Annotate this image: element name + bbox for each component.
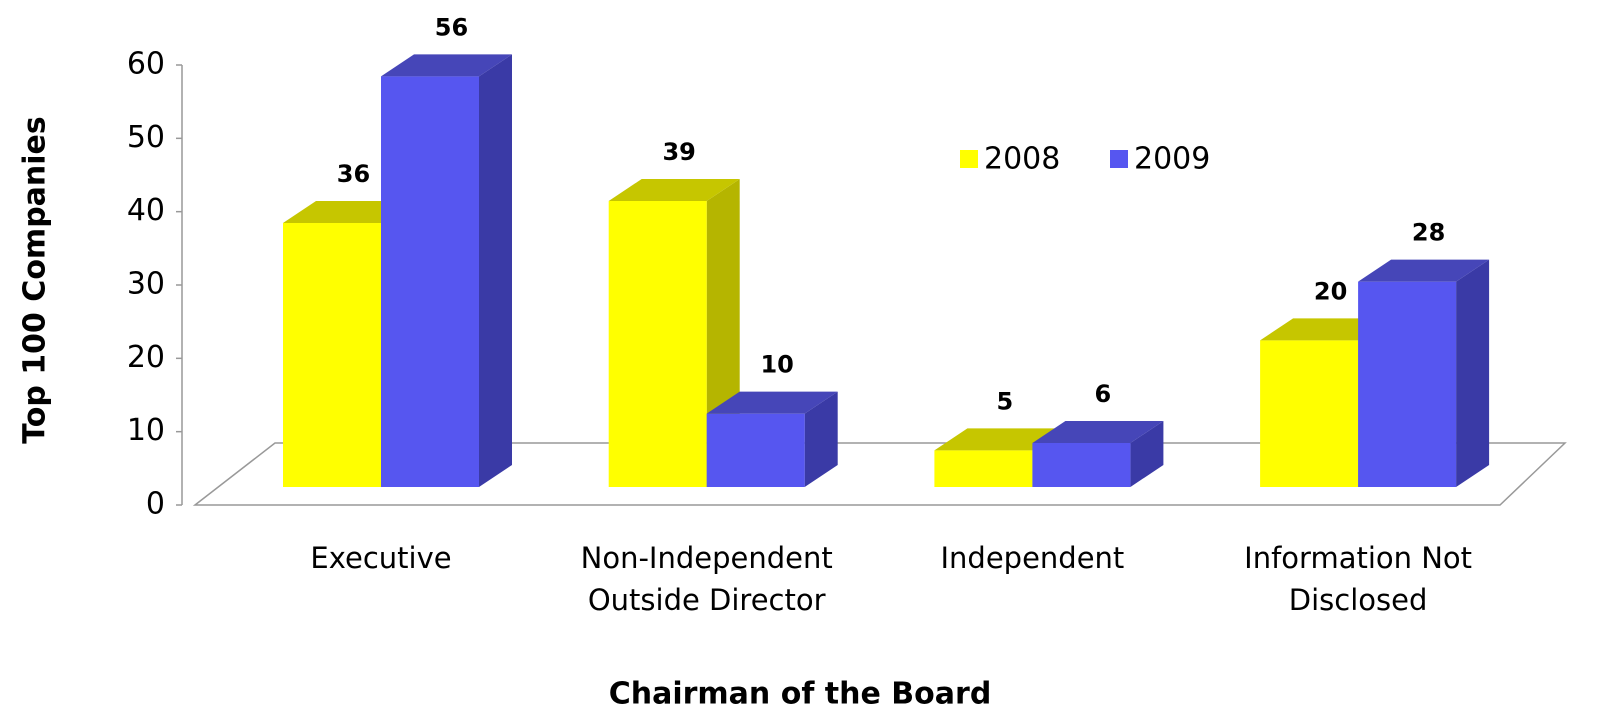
value-label: 5 [997, 387, 1014, 415]
bar [1358, 281, 1457, 487]
y-tick-label: 50 [127, 120, 165, 155]
bar-top [1358, 259, 1490, 282]
x-tick-label: Non-Independent [581, 541, 833, 575]
y-tick-label: 30 [127, 267, 165, 302]
bar-side [1456, 259, 1490, 487]
legend-swatch [960, 150, 978, 168]
y-tick-label: 20 [127, 340, 165, 375]
bar [706, 413, 805, 487]
bar-top [608, 179, 740, 201]
floor [192, 442, 1567, 506]
x-axis-title: Chairman of the Board [609, 677, 992, 712]
value-label: 6 [1095, 380, 1112, 408]
legend-label: 2008 [984, 142, 1060, 177]
x-tick-label: Outside Director [588, 583, 826, 617]
bar-top [1032, 421, 1164, 443]
y-tick-label: 60 [127, 47, 165, 82]
value-label: 39 [662, 138, 695, 166]
x-tick-label: Information Not [1244, 541, 1472, 575]
bar [934, 450, 1033, 487]
bar [1032, 443, 1131, 487]
bar-top [381, 54, 512, 77]
value-label: 36 [337, 160, 370, 188]
legend-label: 2009 [1134, 142, 1210, 177]
y-axis-title: Top 100 Companies [18, 116, 53, 444]
value-label: 28 [1412, 219, 1445, 247]
x-tick-label: Disclosed [1289, 583, 1428, 617]
legend-swatch [1110, 150, 1128, 168]
bar [1260, 340, 1359, 487]
value-label: 20 [1314, 277, 1347, 305]
y-tick-label: 0 [146, 487, 165, 522]
value-label: 10 [760, 351, 793, 379]
x-tick-label: Independent [940, 541, 1124, 575]
bar [283, 223, 381, 487]
bar [608, 201, 707, 487]
bar-side [479, 54, 512, 487]
y-tick-label: 10 [127, 413, 165, 448]
bar-side [804, 391, 838, 487]
y-tick-label: 40 [127, 193, 165, 228]
value-label: 56 [435, 13, 468, 41]
bar-top [706, 391, 838, 414]
bar [381, 76, 479, 487]
x-tick-label: Executive [310, 541, 451, 575]
